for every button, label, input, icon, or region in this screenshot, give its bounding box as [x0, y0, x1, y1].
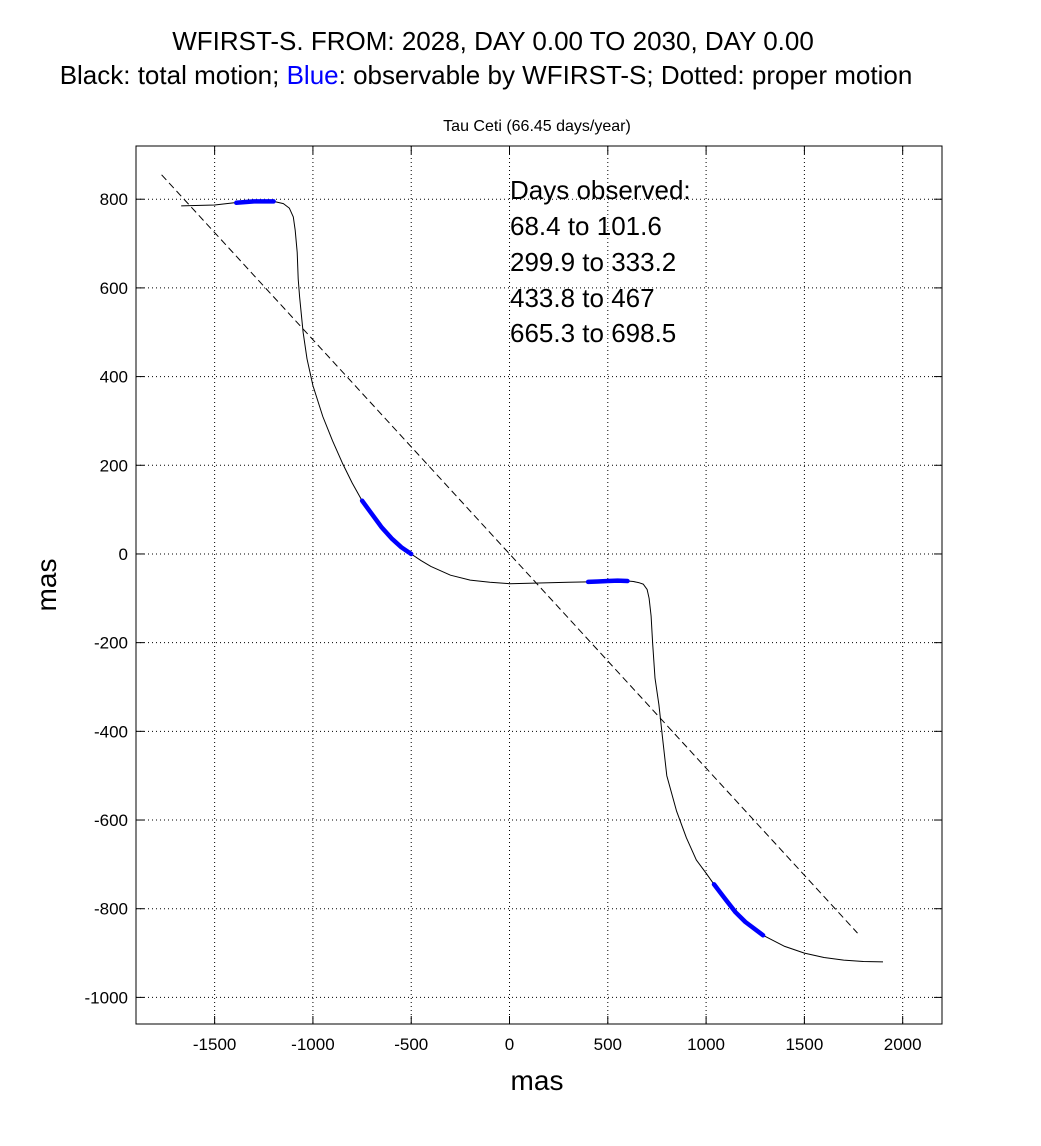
days-observed-annotation: Days observed: 68.4 to 101.6 299.9 to 33… [510, 175, 691, 348]
axis-ticks [136, 146, 942, 1024]
y-tick-label: 600 [100, 279, 128, 298]
proper-motion-line [161, 174, 858, 934]
y-tick-label: -200 [94, 634, 128, 653]
annotation-line-4: 665.3 to 698.5 [510, 318, 676, 348]
y-tick-labels: 800 600 400 200 0 -200 -400 -600 -800 -1000 [85, 190, 128, 1007]
figure-title-line2: Black: total motion; Blue: observable by… [60, 60, 913, 90]
chart-title: Tau Ceti (66.45 days/year) [443, 118, 631, 135]
y-tick-label: 800 [100, 190, 128, 209]
annotation-line-1: 68.4 to 101.6 [510, 211, 662, 241]
y-tick-label: 0 [119, 545, 128, 564]
x-tick-label: 0 [505, 1035, 514, 1054]
x-tick-label: 500 [594, 1035, 622, 1054]
y-axis-label: mas [31, 559, 62, 612]
x-tick-label: -1000 [291, 1035, 334, 1054]
y-tick-label: -800 [94, 900, 128, 919]
x-tick-label: 2000 [884, 1035, 922, 1054]
plot-frame [135, 145, 943, 1025]
legend-blue-text: Blue [287, 60, 339, 90]
legend-black-text: Black: total motion; [60, 60, 287, 90]
figure-title-line1: WFIRST-S. FROM: 2028, DAY 0.00 TO 2030, … [172, 26, 814, 56]
x-tick-label: -1500 [193, 1035, 236, 1054]
annotation-heading: Days observed: [510, 175, 691, 205]
grid-lines [136, 146, 942, 1024]
x-tick-labels: -1500 -1000 -500 0 500 1000 1500 2000 [193, 1035, 922, 1054]
total-motion-line [181, 200, 884, 963]
legend-rest-text: : observable by WFIRST-S; Dotted: proper… [339, 60, 913, 90]
observable-segment-1 [234, 199, 276, 206]
y-tick-label: -600 [94, 811, 128, 830]
x-axis-label: mas [511, 1065, 564, 1096]
series-lines [161, 174, 884, 963]
x-tick-label: 1500 [785, 1035, 823, 1054]
annotation-line-3: 433.8 to 467 [510, 283, 655, 313]
observable-segment-3 [585, 578, 630, 585]
observable-segment-2 [359, 498, 414, 557]
y-tick-label: -1000 [85, 988, 128, 1007]
x-tick-label: 1000 [687, 1035, 725, 1054]
annotation-line-2: 299.9 to 333.2 [510, 247, 676, 277]
y-tick-label: -400 [94, 722, 128, 741]
y-tick-label: 400 [100, 368, 128, 387]
y-tick-label: 200 [100, 456, 128, 475]
x-tick-label: -500 [394, 1035, 428, 1054]
observable-segment-4 [711, 882, 766, 938]
